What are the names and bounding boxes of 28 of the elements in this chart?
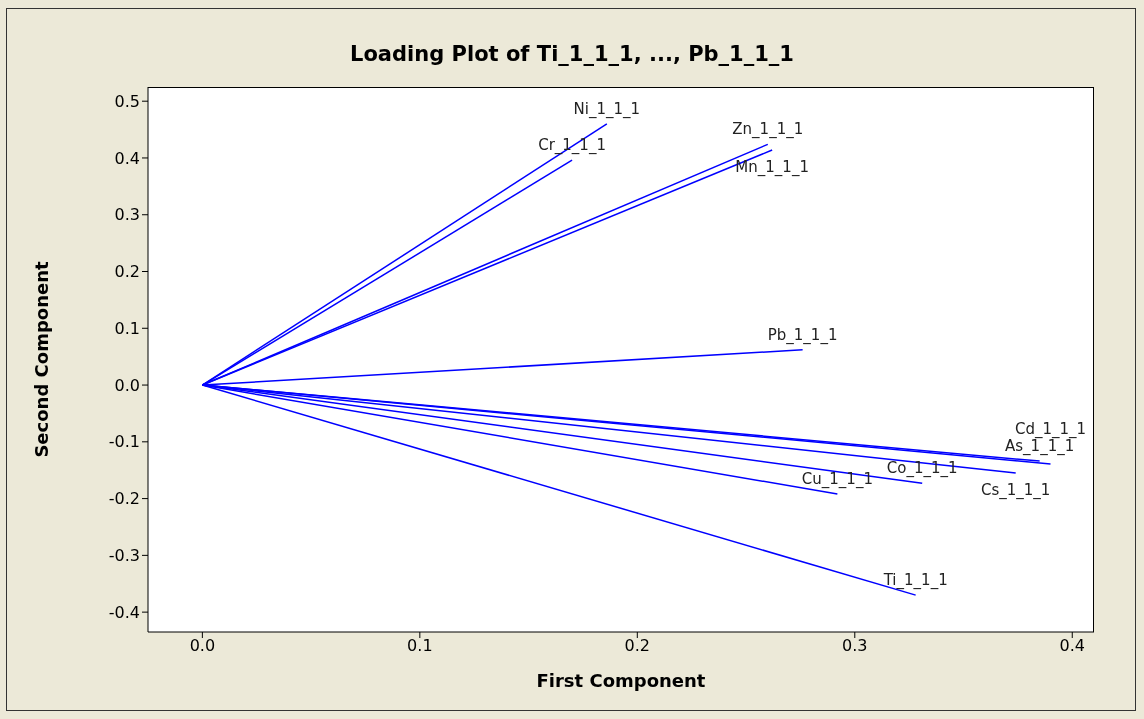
x-tick-label: 0.4 — [1059, 636, 1085, 656]
series-label: Zn_1_1_1 — [732, 120, 804, 140]
series-label: Cs_1_1_1 — [981, 481, 1051, 501]
x-tick-label: 0.2 — [624, 636, 651, 656]
y-tick-label: 0.0 — [114, 375, 140, 395]
y-tick-label: -0.4 — [108, 602, 140, 622]
series-label: Ti_1_1_1 — [882, 571, 948, 591]
chart-title: Loading Plot of Ti_1_1_1, ..., Pb_1_1_1 — [349, 42, 795, 66]
y-tick-label: -0.2 — [108, 489, 140, 509]
y-tick-label: -0.3 — [108, 546, 140, 566]
y-tick-label: 0.3 — [114, 205, 140, 225]
series-label: As_1_1_1 — [1005, 437, 1075, 457]
series-label: Mn_1_1_1 — [735, 158, 809, 178]
series-label: Cd_1_1_1 — [1014, 419, 1087, 439]
series-label: Cu_1_1_1 — [801, 470, 873, 490]
series-label: Ni_1_1_1 — [573, 99, 641, 119]
x-tick-label: 0.1 — [407, 636, 433, 656]
y-tick-label: 0.5 — [114, 91, 140, 111]
series-label: Co_1_1_1 — [886, 459, 958, 479]
x-tick-label: 0.3 — [842, 636, 868, 656]
y-axis-title: Second Component — [31, 261, 53, 458]
y-tick-label: 0.2 — [114, 262, 140, 282]
y-tick-label: -0.1 — [108, 432, 140, 452]
y-tick-label: 0.4 — [114, 148, 140, 168]
y-tick-label: 0.1 — [114, 318, 140, 338]
x-tick-label: 0.0 — [189, 636, 216, 656]
x-axis-title: First Component — [536, 669, 706, 691]
series-label: Pb_1_1_1 — [767, 325, 838, 345]
